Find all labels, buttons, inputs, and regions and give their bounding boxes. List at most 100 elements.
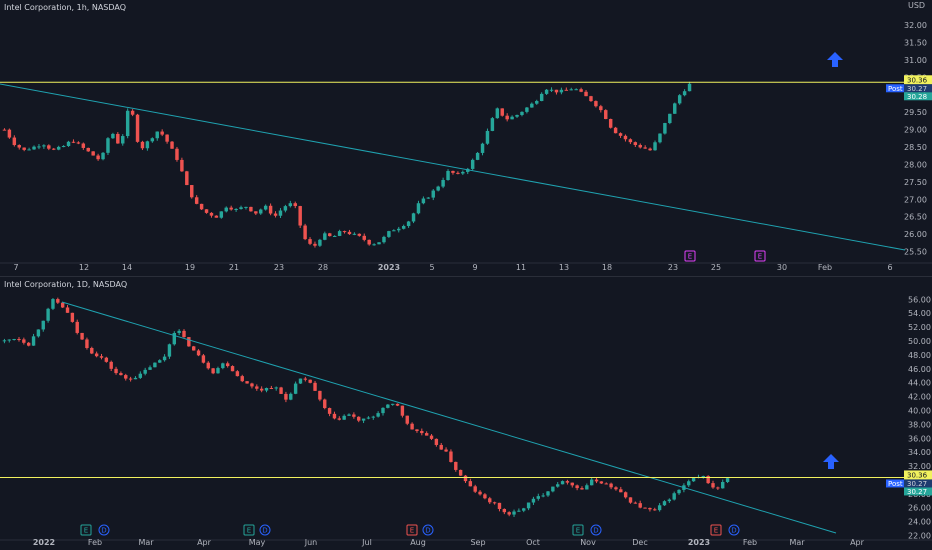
dividend-marker[interactable] bbox=[98, 524, 110, 536]
time-tick-label: 7 bbox=[13, 263, 18, 272]
time-tick-label: 11 bbox=[516, 263, 526, 272]
last-price-badge bbox=[904, 487, 932, 496]
earnings-marker[interactable] bbox=[572, 524, 584, 536]
candle-body bbox=[187, 337, 191, 347]
hourly-chart-pane[interactable]: 32.0031.5031.0030.5030.0029.5029.0028.50… bbox=[0, 0, 932, 276]
earnings-marker[interactable] bbox=[406, 524, 418, 536]
candle-body bbox=[546, 491, 550, 496]
candle-body bbox=[536, 496, 540, 499]
candle-body bbox=[249, 206, 253, 212]
pane-divider[interactable] bbox=[0, 276, 932, 277]
candle-body bbox=[119, 373, 123, 376]
candle-body bbox=[531, 498, 536, 503]
candle-body bbox=[673, 103, 677, 114]
price-tick-label: 29.00 bbox=[904, 126, 927, 135]
time-tick-label: 12 bbox=[79, 263, 89, 272]
candle-body bbox=[594, 479, 599, 482]
candle-body bbox=[485, 130, 490, 144]
price-axis[interactable] bbox=[886, 0, 932, 276]
trendline[interactable] bbox=[0, 83, 906, 251]
time-tick-label: 23 bbox=[274, 263, 284, 272]
candle-body bbox=[584, 91, 588, 97]
price-tick-label: 25.50 bbox=[904, 248, 927, 257]
hourly-chart-svg[interactable]: 32.0031.5031.0030.5030.0029.5029.0028.50… bbox=[0, 0, 932, 276]
up-arrow-icon[interactable] bbox=[827, 52, 843, 67]
candle-body bbox=[143, 369, 147, 374]
candle-body bbox=[488, 498, 492, 503]
dividend-marker[interactable] bbox=[590, 524, 602, 536]
dividend-marker[interactable] bbox=[728, 524, 740, 536]
candle-body bbox=[623, 135, 628, 140]
candle-body bbox=[106, 138, 110, 153]
daily-chart-svg[interactable]: 56.00 54.00 52.00 50.00 48.00 46.00 44.00 42.00… bbox=[0, 277, 932, 550]
candle-body bbox=[517, 510, 521, 512]
candle-body bbox=[125, 110, 130, 137]
up-arrow-icon[interactable] bbox=[823, 454, 839, 469]
post-price-text: 30.27 bbox=[907, 480, 927, 488]
candle-body bbox=[564, 89, 569, 91]
candle-body bbox=[436, 186, 440, 191]
candle-body bbox=[91, 151, 95, 156]
earnings-marker[interactable] bbox=[710, 524, 722, 536]
last-price-text: 30.27 bbox=[907, 488, 927, 496]
price-axis[interactable] bbox=[886, 277, 932, 550]
candle-body bbox=[638, 145, 642, 148]
time-tick-label: May bbox=[249, 538, 266, 547]
candle-body bbox=[525, 107, 529, 112]
price-tick-label: 34.00 bbox=[908, 448, 931, 457]
price-tick-label: 52.00 bbox=[908, 323, 931, 332]
dividend-marker[interactable] bbox=[259, 524, 271, 536]
candle-body bbox=[416, 203, 421, 214]
candle-body bbox=[569, 89, 573, 91]
candle-body bbox=[81, 143, 86, 148]
candle-body bbox=[387, 231, 391, 237]
earnings-marker[interactable] bbox=[243, 524, 255, 536]
candle-body bbox=[60, 302, 65, 308]
candle-body bbox=[323, 399, 327, 409]
candle-body bbox=[85, 339, 89, 348]
candle-body bbox=[194, 197, 199, 204]
candle-body bbox=[224, 207, 228, 212]
candle-body bbox=[347, 231, 352, 235]
candle-body bbox=[500, 108, 504, 116]
candle-body bbox=[111, 133, 115, 139]
candle-body bbox=[554, 89, 559, 93]
candle-body bbox=[268, 205, 273, 214]
trendline[interactable] bbox=[61, 301, 837, 534]
price-tick-label: 50.00 bbox=[908, 337, 931, 346]
candle-body bbox=[446, 170, 450, 181]
candle-body bbox=[234, 208, 238, 210]
candle-body bbox=[574, 89, 578, 91]
candle-body bbox=[239, 207, 243, 209]
candle-body bbox=[492, 502, 497, 504]
candle-body bbox=[377, 242, 381, 245]
time-tick-label: 18 bbox=[602, 263, 612, 272]
earnings-marker[interactable] bbox=[754, 250, 766, 262]
candle-body bbox=[544, 89, 549, 94]
candle-body bbox=[549, 89, 554, 91]
candle-body bbox=[390, 403, 395, 405]
price-tick-label: 28.00 bbox=[904, 160, 927, 169]
last-price-text: 30.28 bbox=[907, 93, 927, 101]
daily-chart-pane[interactable]: 56.00 54.00 52.00 50.00 48.00 46.00 44.00 42.00… bbox=[0, 277, 932, 550]
candle-body bbox=[687, 83, 692, 92]
candle-body bbox=[86, 147, 90, 152]
candle-body bbox=[594, 101, 598, 107]
candle-body bbox=[36, 329, 41, 337]
candle-body bbox=[128, 378, 133, 380]
candle-body bbox=[124, 375, 128, 379]
candle-body bbox=[177, 330, 181, 333]
candle-body bbox=[662, 501, 667, 506]
price-tick-label: 36.00 bbox=[908, 434, 931, 443]
candle-body bbox=[66, 141, 71, 147]
earnings-marker-label: E bbox=[714, 527, 718, 535]
time-tick-label: 23 bbox=[668, 263, 678, 272]
candle-body bbox=[420, 431, 424, 434]
earnings-marker[interactable] bbox=[684, 250, 696, 262]
price-tick-label: 31.00 bbox=[904, 56, 927, 65]
price-tick-label: 44.00 bbox=[908, 379, 931, 388]
earnings-marker[interactable] bbox=[80, 524, 92, 536]
time-tick-label: 28 bbox=[318, 263, 328, 272]
dividend-marker[interactable] bbox=[422, 524, 434, 536]
time-tick-label: 6 bbox=[887, 263, 892, 272]
